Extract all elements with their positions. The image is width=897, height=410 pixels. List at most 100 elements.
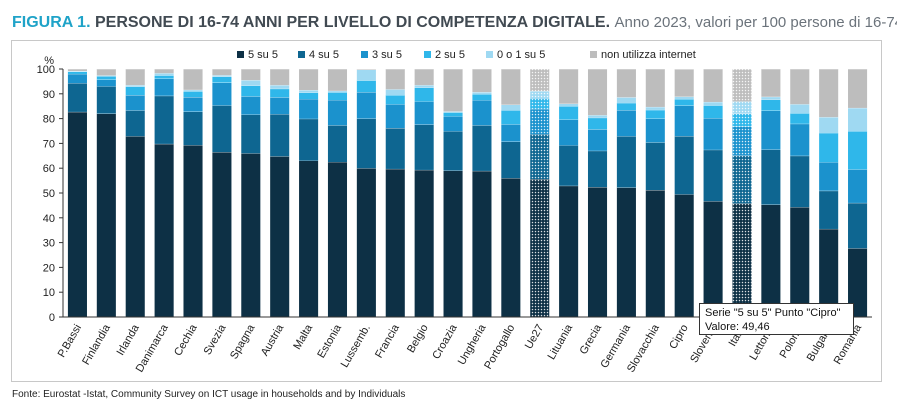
bar-stack-spagna[interactable] bbox=[241, 68, 261, 317]
bar-segment-bulgaria-2-su-5[interactable] bbox=[819, 132, 839, 163]
bar-segment-lituania-2-su-5[interactable] bbox=[559, 106, 579, 120]
bar-segment-grecia-non-utilizza-internet[interactable] bbox=[587, 69, 608, 116]
bar-segment-cipro-non-utilizza-internet[interactable] bbox=[674, 69, 694, 97]
bar-segment-ungheria-non-utilizza-internet[interactable] bbox=[472, 69, 492, 93]
bar-segment-irlanda-non-utilizza-internet[interactable] bbox=[125, 69, 145, 86]
bar-segment-lussemb-0-o-1-su-5[interactable] bbox=[356, 69, 376, 81]
bar-segment-svezia-2-su-5[interactable] bbox=[212, 76, 232, 83]
bar-segment-lettonia-3-su-5[interactable] bbox=[761, 110, 781, 150]
bar-segment-austria-3-su-5[interactable] bbox=[270, 97, 290, 115]
bar-segment-belgio-2-su-5[interactable] bbox=[414, 87, 434, 102]
bar-segment-p-bassi-4-su-5[interactable] bbox=[67, 83, 87, 112]
bar-stack-italia[interactable] bbox=[732, 68, 752, 317]
bar-segment-danimarca-0-o-1-su-5[interactable] bbox=[154, 73, 174, 76]
bar-segment-svezia-3-su-5[interactable] bbox=[212, 82, 232, 106]
bar-segment-spagna-4-su-5[interactable] bbox=[241, 114, 261, 154]
bar-segment-p-bassi-2-su-5[interactable] bbox=[67, 71, 87, 74]
bar-segment-lussemb-non-utilizza-internet[interactable] bbox=[356, 69, 376, 70]
bar-stack-francia[interactable] bbox=[385, 68, 405, 317]
bar-segment-croazia-5-su-5[interactable] bbox=[443, 170, 463, 317]
bar-segment-romania-2-su-5[interactable] bbox=[848, 131, 868, 170]
bar-segment-danimarca-5-su-5[interactable] bbox=[154, 143, 174, 317]
bar-segment-cechia-3-su-5[interactable] bbox=[183, 97, 203, 112]
bar-segment-p-bassi-3-su-5[interactable] bbox=[67, 73, 87, 84]
bar-segment-lituania-5-su-5[interactable] bbox=[559, 185, 579, 317]
bar-segment-croazia-4-su-5[interactable] bbox=[443, 131, 463, 171]
bar-segment-francia-0-o-1-su-5[interactable] bbox=[385, 89, 405, 96]
bar-stack-svezia[interactable] bbox=[212, 68, 232, 317]
bar-segment-irlanda-3-su-5[interactable] bbox=[125, 95, 145, 111]
bar-segment-germania-4-su-5[interactable] bbox=[616, 136, 636, 188]
bar-segment-francia-5-su-5[interactable] bbox=[385, 168, 405, 317]
bar-segment-slovacchia-non-utilizza-internet[interactable] bbox=[645, 69, 665, 107]
bar-segment-cipro-5-su-5[interactable] bbox=[674, 194, 694, 317]
bar-segment-estonia-3-su-5[interactable] bbox=[327, 100, 348, 126]
bar-segment-irlanda-0-o-1-su-5[interactable] bbox=[125, 85, 145, 87]
bar-segment-portogallo-5-su-5[interactable] bbox=[501, 178, 521, 317]
bar-segment-romania-5-su-5[interactable] bbox=[848, 248, 868, 317]
bar-segment-romania-0-o-1-su-5[interactable] bbox=[848, 107, 868, 132]
bar-segment-germania-0-o-1-su-5[interactable] bbox=[616, 97, 636, 103]
bar-stack-germania[interactable] bbox=[616, 68, 636, 317]
bar-segment-grecia-2-su-5[interactable] bbox=[587, 117, 608, 130]
bar-stack-cechia[interactable] bbox=[183, 68, 203, 317]
bar-segment-slovenia-5-su-5[interactable] bbox=[703, 201, 723, 317]
bar-segment-grecia-4-su-5[interactable] bbox=[587, 150, 608, 188]
bar-segment-austria-non-utilizza-internet[interactable] bbox=[270, 69, 290, 86]
bar-stack-austria[interactable] bbox=[270, 68, 290, 317]
bar-stack-ue27[interactable] bbox=[530, 68, 550, 317]
bar-segment-polonia-0-o-1-su-5[interactable] bbox=[790, 104, 810, 114]
bar-segment-francia-4-su-5[interactable] bbox=[385, 128, 405, 169]
bar-stack-portogallo[interactable] bbox=[501, 68, 521, 317]
bar-segment-svezia-4-su-5[interactable] bbox=[212, 105, 232, 153]
bar-segment-germania-non-utilizza-internet[interactable] bbox=[616, 69, 636, 98]
bar-segment-romania-non-utilizza-internet[interactable] bbox=[848, 69, 868, 108]
bar-segment-belgio-0-o-1-su-5[interactable] bbox=[414, 85, 434, 88]
bar-stack-croazia[interactable] bbox=[443, 68, 463, 317]
bar-segment-lituania-4-su-5[interactable] bbox=[559, 145, 579, 186]
bar-segment-portogallo-4-su-5[interactable] bbox=[501, 141, 521, 179]
bar-stack-malta[interactable] bbox=[299, 68, 319, 317]
bar-segment-lettonia-non-utilizza-internet[interactable] bbox=[761, 69, 781, 97]
bar-stack-danimarca[interactable] bbox=[154, 68, 174, 317]
bar-segment-grecia-0-o-1-su-5[interactable] bbox=[587, 115, 608, 118]
bar-segment-germania-3-su-5[interactable] bbox=[616, 110, 636, 137]
bar-segment-slovacchia-2-su-5[interactable] bbox=[645, 109, 665, 119]
bar-segment-croazia-0-o-1-su-5[interactable] bbox=[443, 111, 463, 113]
bar-segment-ungheria-0-o-1-su-5[interactable] bbox=[472, 92, 492, 95]
bar-stack-slovacchia[interactable] bbox=[645, 68, 665, 317]
bar-segment-cipro-3-su-5[interactable] bbox=[674, 105, 694, 137]
bar-segment-estonia-2-su-5[interactable] bbox=[327, 92, 348, 100]
bar-segment-slovenia-non-utilizza-internet[interactable] bbox=[703, 69, 723, 102]
bar-segment-lettonia-2-su-5[interactable] bbox=[761, 99, 781, 111]
bar-segment-p-bassi-non-utilizza-internet[interactable] bbox=[67, 69, 87, 71]
bar-stack-lussemb[interactable] bbox=[356, 68, 376, 317]
bar-segment-p-bassi-0-o-1-su-5[interactable] bbox=[67, 70, 87, 72]
bar-segment-cipro-4-su-5[interactable] bbox=[674, 136, 694, 195]
bar-segment-lussemb-4-su-5[interactable] bbox=[356, 118, 376, 169]
bar-segment-lussemb-2-su-5[interactable] bbox=[356, 80, 376, 93]
bar-segment-francia-3-su-5[interactable] bbox=[385, 104, 405, 129]
bar-segment-bulgaria-3-su-5[interactable] bbox=[819, 162, 839, 191]
bar-segment-belgio-4-su-5[interactable] bbox=[414, 124, 434, 170]
bar-segment-estonia-0-o-1-su-5[interactable] bbox=[327, 90, 348, 93]
bar-segment-estonia-4-su-5[interactable] bbox=[327, 125, 348, 162]
bar-segment-francia-non-utilizza-internet[interactable] bbox=[385, 69, 405, 90]
bar-segment-ungheria-4-su-5[interactable] bbox=[472, 125, 492, 171]
bar-segment-p-bassi-5-su-5[interactable] bbox=[67, 111, 87, 318]
bar-segment-croazia-3-su-5[interactable] bbox=[443, 116, 463, 132]
bar-stack-romania[interactable] bbox=[848, 68, 868, 317]
bar-segment-lettonia-5-su-5[interactable] bbox=[761, 204, 781, 317]
bar-segment-finlandia-5-su-5[interactable] bbox=[96, 113, 116, 317]
bar-segment-lettonia-4-su-5[interactable] bbox=[761, 149, 781, 205]
bar-segment-austria-5-su-5[interactable] bbox=[270, 156, 290, 317]
bar-segment-estonia-non-utilizza-internet[interactable] bbox=[327, 69, 348, 91]
bar-segment-irlanda-2-su-5[interactable] bbox=[125, 86, 145, 96]
bar-stack-lituania[interactable] bbox=[559, 68, 579, 317]
bar-segment-lettonia-0-o-1-su-5[interactable] bbox=[761, 96, 781, 100]
bar-segment-lituania-0-o-1-su-5[interactable] bbox=[559, 103, 579, 107]
bar-segment-portogallo-2-su-5[interactable] bbox=[501, 110, 521, 125]
bar-segment-finlandia-0-o-1-su-5[interactable] bbox=[96, 75, 116, 77]
bar-segment-polonia-2-su-5[interactable] bbox=[790, 113, 810, 124]
bar-segment-cipro-2-su-5[interactable] bbox=[674, 99, 694, 106]
